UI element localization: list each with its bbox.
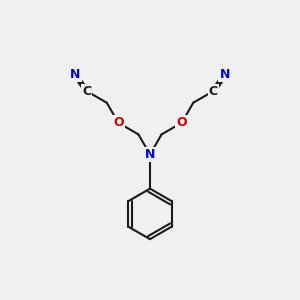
Text: N: N xyxy=(145,148,155,161)
Text: O: O xyxy=(113,116,124,129)
Text: N: N xyxy=(220,68,230,82)
Text: N: N xyxy=(70,68,80,82)
Text: C: C xyxy=(82,85,91,98)
Text: O: O xyxy=(176,116,187,129)
Text: C: C xyxy=(209,85,218,98)
